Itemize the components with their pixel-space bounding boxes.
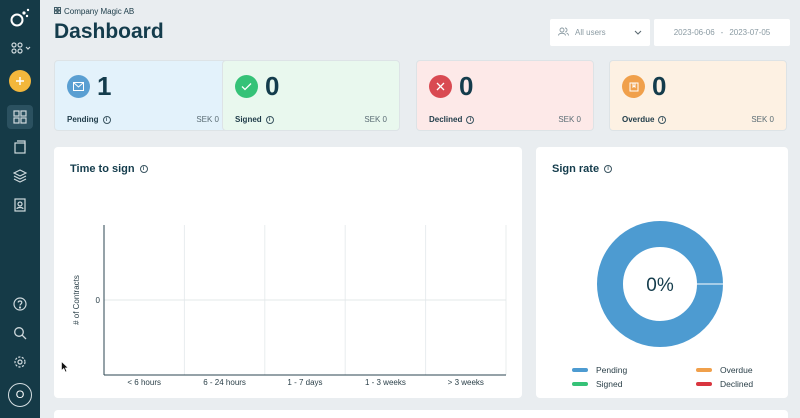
legend-label: Declined	[720, 379, 754, 389]
envelope-icon	[67, 75, 90, 98]
x-tick-label: 6 - 24 hours	[203, 378, 246, 387]
time-to-sign-chart: < 6 hours 6 - 24 hours 1 - 7 days 1 - 3 wee…	[72, 225, 507, 387]
mouse-cursor-icon	[61, 360, 69, 378]
overdue-amount: SEK 0	[751, 115, 774, 124]
card-label: Overdue	[622, 115, 655, 124]
card-declined[interactable]: 0 Declined i SEK 0	[416, 60, 594, 131]
legend-label: Pending	[596, 365, 628, 375]
x-tick-label: 1 - 3 weeks	[365, 378, 406, 387]
help-icon[interactable]	[8, 292, 32, 316]
pending-amount: SEK 0	[196, 115, 219, 124]
legend-swatch	[696, 382, 712, 386]
signed-label: Signed i	[235, 115, 274, 124]
legend-declined[interactable]: Declined	[696, 379, 753, 389]
organization-icon[interactable]	[8, 36, 34, 60]
add-icon[interactable]	[9, 70, 31, 92]
legend-pending[interactable]: Pending	[572, 365, 627, 375]
overdue-label: Overdue i	[622, 115, 667, 124]
avatar[interactable]: O	[8, 383, 32, 407]
organization-icon	[54, 7, 61, 16]
date-separator: -	[720, 28, 724, 37]
contacts-icon[interactable]	[8, 193, 32, 217]
panel-title-text: Time to sign	[70, 163, 135, 175]
info-icon[interactable]: i	[604, 165, 613, 173]
card-label: Pending	[67, 115, 99, 124]
sign-rate-panel: Sign rate i 0% Pending Overdue Signed De…	[536, 147, 788, 398]
legend-label: Overdue	[720, 365, 753, 375]
card-overdue[interactable]: 0 Overdue i SEK 0	[609, 60, 787, 131]
legend-swatch	[696, 368, 712, 372]
time-to-sign-panel: Time to sign i < 6 hours 6 - 24 hours 1 - …	[54, 147, 522, 398]
info-icon[interactable]: i	[102, 115, 111, 124]
company-name: Company Magic AB	[54, 7, 134, 16]
logo-icon[interactable]	[8, 6, 32, 30]
signed-count: 0	[265, 71, 280, 101]
overdue-count: 0	[652, 71, 667, 101]
users-select-value: All users	[575, 28, 606, 37]
date-range-picker[interactable]: 2023-06-06 - 2023-07-05	[654, 19, 790, 46]
pending-count: 1	[97, 71, 112, 101]
time-to-sign-title: Time to sign i	[70, 163, 148, 175]
next-panel-edge	[54, 410, 788, 418]
search-icon[interactable]	[8, 321, 32, 345]
legend-signed[interactable]: Signed	[572, 379, 622, 389]
y-axis-label: # of Contracts	[72, 275, 81, 325]
chevron-down-icon	[634, 28, 642, 37]
panel-title-text: Sign rate	[552, 163, 600, 175]
info-icon[interactable]: i	[466, 115, 475, 124]
users-icon	[558, 27, 569, 38]
y-tick-label: 0	[96, 296, 101, 305]
declined-count: 0	[459, 71, 474, 101]
card-pending[interactable]: 1 Pending i SEK 0	[54, 60, 232, 131]
legend-swatch	[572, 368, 588, 372]
dashboard-icon[interactable]	[7, 105, 33, 129]
legend-overdue[interactable]: Overdue	[696, 365, 753, 375]
close-icon	[429, 75, 452, 98]
layers-icon[interactable]	[8, 164, 32, 188]
x-tick-label: 1 - 7 days	[287, 378, 322, 387]
declined-label: Declined i	[429, 115, 475, 124]
settings-icon[interactable]	[8, 350, 32, 374]
info-icon[interactable]: i	[139, 165, 148, 173]
sign-rate-title: Sign rate i	[552, 163, 613, 175]
company-label: Company Magic AB	[64, 7, 135, 16]
hourglass-icon	[622, 75, 645, 98]
date-to[interactable]: 2023-07-05	[729, 28, 771, 37]
check-icon	[235, 75, 258, 98]
legend-label: Signed	[596, 379, 623, 389]
sidebar: O	[0, 0, 40, 418]
pending-label: Pending i	[67, 115, 111, 124]
card-signed[interactable]: 0 Signed i SEK 0	[222, 60, 400, 131]
card-label: Signed	[235, 115, 262, 124]
declined-amount: SEK 0	[558, 115, 581, 124]
card-label: Declined	[429, 115, 463, 124]
sign-rate-value: 0%	[646, 275, 674, 296]
x-tick-label: < 6 hours	[127, 378, 161, 387]
page-title: Dashboard	[54, 20, 164, 43]
signed-amount: SEK 0	[364, 115, 387, 124]
info-icon[interactable]: i	[658, 115, 667, 124]
info-icon[interactable]: i	[265, 115, 274, 124]
date-from[interactable]: 2023-06-06	[673, 28, 715, 37]
legend-swatch	[572, 382, 588, 386]
documents-icon[interactable]	[8, 135, 32, 159]
users-select[interactable]: All users	[550, 19, 650, 46]
x-tick-label: > 3 weeks	[448, 378, 484, 387]
sign-rate-chart: 0%	[597, 221, 723, 347]
